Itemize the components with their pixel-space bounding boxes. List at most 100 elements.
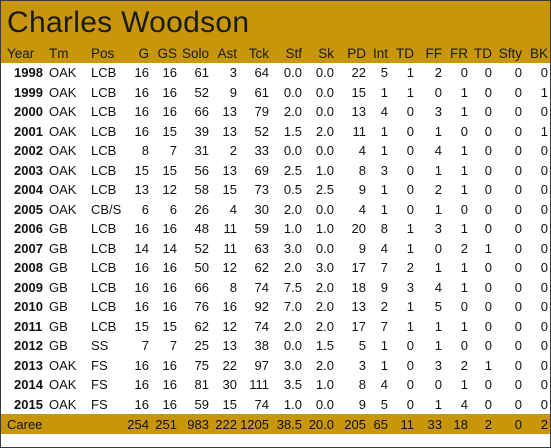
table-cell: 0 xyxy=(540,240,548,256)
table-cell: 0 xyxy=(484,377,492,393)
career-total-cell: 2 xyxy=(540,416,548,432)
table-cell: OAK xyxy=(49,104,77,120)
career-total-cell: 1205 xyxy=(240,416,269,432)
table-cell: 14 xyxy=(134,240,149,256)
table-cell: GB xyxy=(49,279,68,295)
table-cell: OAK xyxy=(49,123,77,139)
table-cell: 1 xyxy=(460,104,468,120)
table-cell: 2.0 xyxy=(283,104,302,120)
table-cell: 50 xyxy=(194,260,209,276)
table-cell: 2.0 xyxy=(315,318,334,334)
table-cell: 1.5 xyxy=(283,123,302,139)
table-cell: 0 xyxy=(484,338,492,354)
career-total-cell: 983 xyxy=(187,416,209,432)
col-header-forced-fumbles: FF xyxy=(425,45,443,61)
table-cell: 1 xyxy=(380,357,388,373)
table-cell: 1 xyxy=(380,84,388,100)
table-cell: 0.0 xyxy=(315,65,334,81)
table-cell: 13 xyxy=(134,182,149,198)
table-cell: OAK xyxy=(49,84,77,100)
table-cell: 16 xyxy=(134,279,149,295)
table-cell: 0 xyxy=(460,65,468,81)
table-cell: 16 xyxy=(162,65,177,81)
season-row: 2001 OAK LCB 16 15 39 13 52 1.5 2.0 11 1 0 1 0 0 0 1 xyxy=(1,122,550,142)
table-cell: 2.0 xyxy=(315,123,334,139)
table-cell: 3.0 xyxy=(283,240,302,256)
table-cell: 64 xyxy=(254,65,269,81)
table-cell: 2 xyxy=(406,260,414,276)
table-cell: FS xyxy=(91,396,108,412)
table-cell: 2 xyxy=(460,240,468,256)
table-cell: 79 xyxy=(254,104,269,120)
table-cell: 5 xyxy=(434,299,442,315)
table-cell: 0 xyxy=(540,396,548,412)
col-header-sacks: Sk xyxy=(318,45,334,61)
table-cell: LCB xyxy=(91,221,117,237)
table-cell: 3 xyxy=(434,221,442,237)
table-cell: 2 xyxy=(460,357,468,373)
table-cell: OAK xyxy=(49,396,77,412)
table-cell: GB xyxy=(49,221,68,237)
table-cell: 111 xyxy=(249,377,269,393)
table-cell: 0 xyxy=(484,299,492,315)
season-row: 1999 OAK LCB 16 16 52 9 61 0.0 0.0 15 1 1 0 1 0 0 1 xyxy=(1,83,550,103)
table-cell: 8 xyxy=(229,279,237,295)
table-cell: 15 xyxy=(162,162,177,178)
table-cell: 2 xyxy=(380,299,388,315)
table-cell: 74 xyxy=(254,318,269,334)
table-cell: 0.0 xyxy=(283,84,302,100)
table-cell: 3 xyxy=(229,65,237,81)
stats-table: Year Tm Pos G GS Solo Ast Tck Stf Sk PD … xyxy=(1,43,550,434)
table-cell: 25 xyxy=(194,338,209,354)
table-cell: 1.5 xyxy=(315,338,334,354)
table-cell: 13 xyxy=(222,123,237,139)
col-header-interceptions: Int xyxy=(372,45,388,61)
table-cell: GB xyxy=(49,260,68,276)
table-cell: 6 xyxy=(141,201,149,217)
season-row: 2008 GB LCB 16 16 50 12 62 2.0 3.0 17 7 2 1 1 0 0 0 xyxy=(1,258,550,278)
table-cell: 52 xyxy=(194,84,209,100)
table-cell: 8 xyxy=(141,143,149,159)
table-cell: OAK xyxy=(49,162,77,178)
table-cell: 0 xyxy=(406,338,414,354)
title-bar: Charles Woodson xyxy=(1,1,550,43)
col-header-passes-defended: PD xyxy=(347,45,366,61)
table-cell: 39 xyxy=(194,123,209,139)
table-cell: 6 xyxy=(169,201,177,217)
table-cell: 75 xyxy=(194,357,209,373)
table-cell: 4 xyxy=(229,201,237,217)
table-cell: 16 xyxy=(134,299,149,315)
table-cell: 4 xyxy=(434,279,442,295)
table-cell: 81 xyxy=(194,377,209,393)
table-cell: 1 xyxy=(460,221,468,237)
table-cell: 2.5 xyxy=(315,182,334,198)
col-header-assists: Ast xyxy=(217,45,237,61)
table-cell: 0 xyxy=(460,338,468,354)
table-cell: 0 xyxy=(406,104,414,120)
season-row: 2012 GB SS 7 7 25 13 38 0.0 1.5 5 1 0 1 0 0 0 0 xyxy=(1,336,550,356)
career-total-cell: 33 xyxy=(427,416,442,432)
table-cell: 1 xyxy=(460,279,468,295)
table-cell: 13 xyxy=(351,104,366,120)
table-cell: 0 xyxy=(484,104,492,120)
table-cell: 0.0 xyxy=(283,65,302,81)
table-cell: 5 xyxy=(380,65,388,81)
table-cell: 2003 xyxy=(14,162,43,178)
table-cell: 8 xyxy=(358,377,366,393)
table-cell: FS xyxy=(91,357,108,373)
table-cell: 30 xyxy=(222,377,237,393)
col-header-fumble-recoveries: FR xyxy=(450,45,468,61)
table-cell: 3 xyxy=(406,279,414,295)
table-cell: 2001 xyxy=(14,123,43,139)
table-cell: 2.0 xyxy=(283,318,302,334)
col-header-fumble-touchdowns: TD xyxy=(474,45,492,61)
career-total-cell: 254 xyxy=(127,416,149,432)
season-row: 2015 OAK FS 16 16 59 15 74 1.0 0.0 9 5 0 1 4 0 0 0 xyxy=(1,395,550,415)
table-cell: 1 xyxy=(460,377,468,393)
season-row: 2003 OAK LCB 15 15 56 13 69 2.5 1.0 8 3 0 1 1 0 0 0 xyxy=(1,161,550,181)
table-cell: 0 xyxy=(484,396,492,412)
table-cell: 7.0 xyxy=(283,299,302,315)
table-cell: 4 xyxy=(358,201,366,217)
table-cell: LCB xyxy=(91,143,117,159)
